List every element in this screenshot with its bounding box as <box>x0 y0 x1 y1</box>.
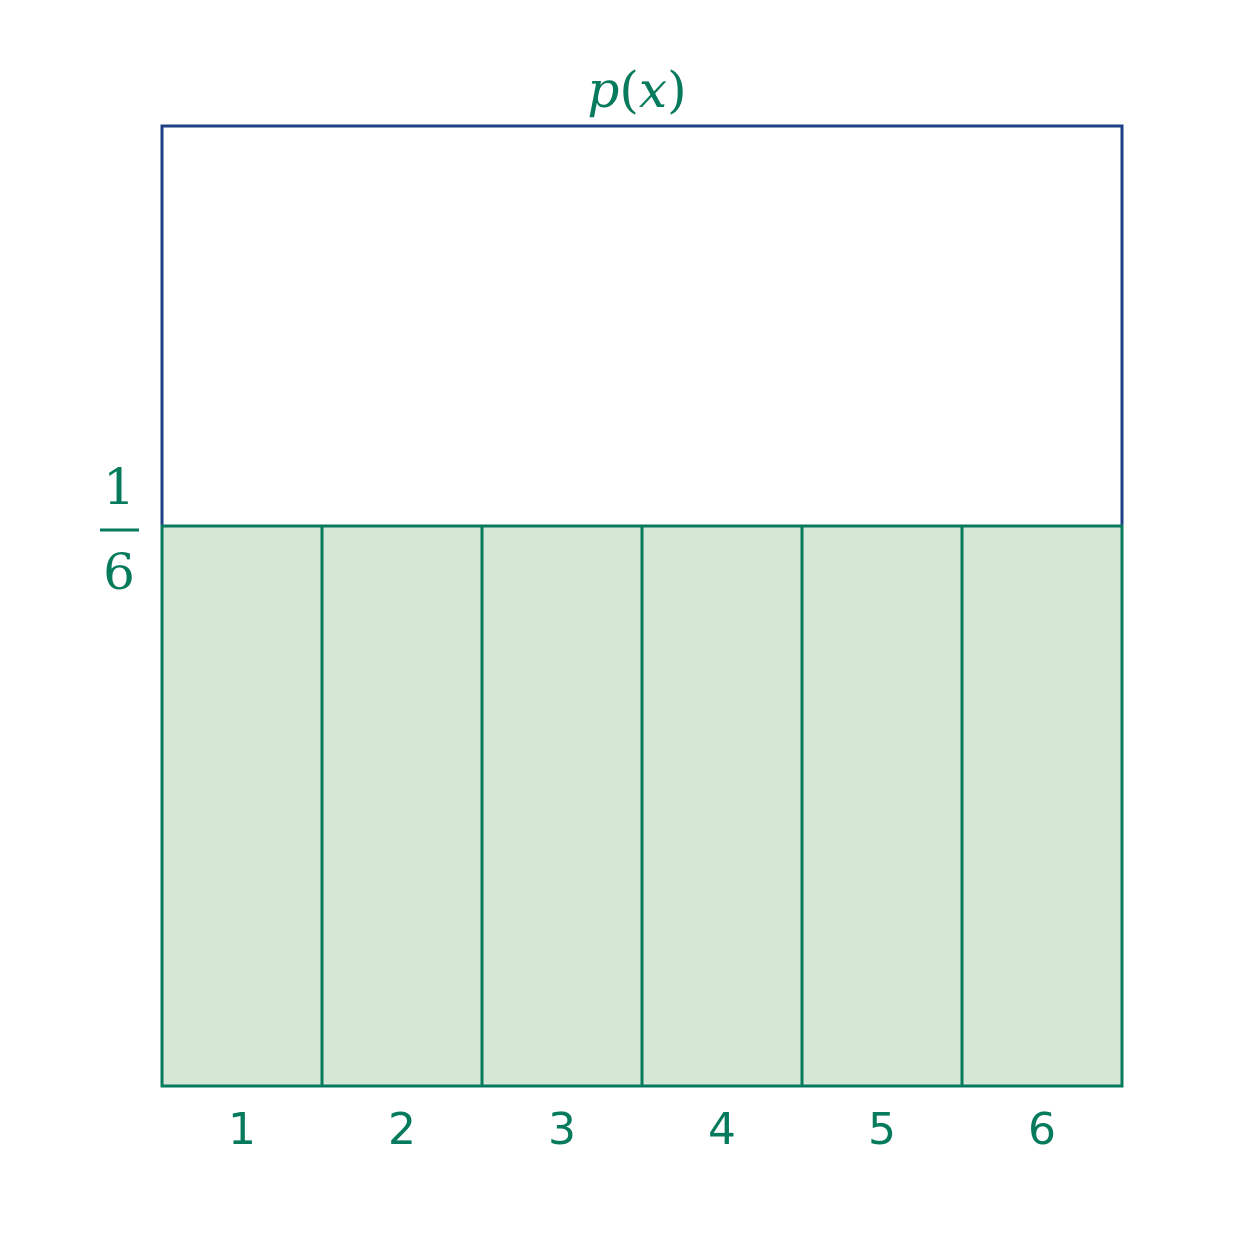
x-tick-labels: 1 2 3 4 5 6 <box>228 1104 1056 1155</box>
y-tick-label: 1 6 <box>100 458 139 601</box>
bar-6 <box>960 524 1124 1088</box>
title-close-paren: ) <box>667 61 687 119</box>
title-function: p <box>587 61 619 119</box>
bar-3 <box>480 524 644 1088</box>
x-tick-label-1: 1 <box>228 1104 256 1155</box>
bars-group <box>160 524 1124 1088</box>
bar-4 <box>640 524 804 1088</box>
bar-2 <box>320 524 484 1088</box>
title-open-paren: ( <box>619 61 639 119</box>
x-tick-label-4: 4 <box>708 1104 736 1155</box>
chart-title: p(x) <box>587 61 686 119</box>
bar-1 <box>160 524 324 1088</box>
x-tick-label-3: 3 <box>548 1104 576 1155</box>
y-tick-denominator: 6 <box>103 543 135 601</box>
x-tick-label-2: 2 <box>388 1104 416 1155</box>
x-tick-label-5: 5 <box>868 1104 896 1155</box>
bar-5 <box>800 524 964 1088</box>
y-tick-numerator: 1 <box>103 458 135 516</box>
title-variable: x <box>639 61 667 119</box>
x-tick-label-6: 6 <box>1028 1104 1056 1155</box>
